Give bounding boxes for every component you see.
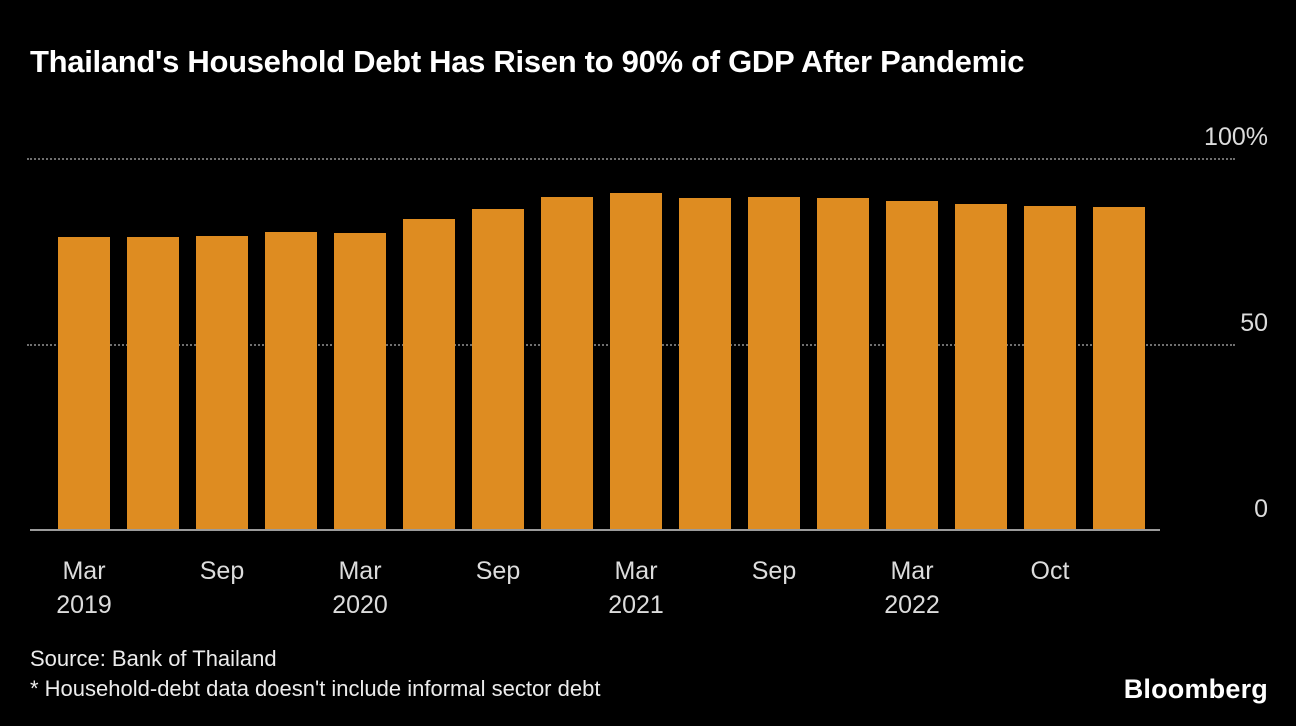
x-tick-month: Sep bbox=[199, 557, 245, 585]
footnote-text: * Household-debt data doesn't include in… bbox=[30, 676, 601, 701]
bar-mar-2022 bbox=[886, 201, 938, 530]
x-tick-label: Mar 2020 bbox=[290, 554, 430, 622]
y-tick-label: 50 bbox=[1240, 309, 1268, 337]
x-tick-month: Mar bbox=[338, 557, 382, 585]
x-tick-label: Oct bbox=[980, 554, 1120, 588]
x-tick-month: Oct bbox=[1030, 557, 1070, 585]
x-tick-month: Mar bbox=[614, 557, 658, 585]
x-tick-label: Sep bbox=[704, 554, 844, 588]
x-axis-baseline bbox=[30, 529, 1160, 531]
x-tick-year: 2022 bbox=[884, 591, 940, 619]
bloomberg-logo: Bloomberg bbox=[1123, 674, 1268, 704]
bar-dec-2021 bbox=[817, 198, 869, 530]
y-tick-label: 0 bbox=[1254, 495, 1268, 523]
bar-jun-2021 bbox=[679, 198, 731, 530]
x-tick-month: Sep bbox=[475, 557, 521, 585]
x-tick-year: 2021 bbox=[608, 591, 664, 619]
x-tick-label: Mar 2022 bbox=[842, 554, 982, 622]
bar-jun-2022 bbox=[955, 204, 1007, 530]
plot-area bbox=[30, 158, 1160, 530]
x-tick-label: Mar 2021 bbox=[566, 554, 706, 622]
bar-dec-2022 bbox=[1093, 207, 1145, 530]
x-tick-month: Mar bbox=[62, 557, 106, 585]
x-tick-month: Sep bbox=[751, 557, 797, 585]
bar-oct-2022 bbox=[1024, 206, 1076, 530]
source-block: Source: Bank of Thailand * Household-deb… bbox=[30, 644, 600, 704]
bar-dec-2020 bbox=[541, 197, 593, 530]
bar-mar-2020 bbox=[334, 233, 386, 530]
x-tick-label: Sep bbox=[152, 554, 292, 588]
x-axis: Mar 2019 Sep Mar 2020 Sep Mar 2021 Sep Mar 2022 Oct bbox=[0, 554, 1296, 644]
bar-sep-2019 bbox=[196, 236, 248, 530]
bar-mar-2021 bbox=[610, 193, 662, 530]
bar-sep-2020 bbox=[472, 209, 524, 530]
chart-title: Thailand's Household Debt Has Risen to 9… bbox=[30, 44, 1025, 79]
bar-mar-2019 bbox=[58, 237, 110, 530]
bar-jun-2019 bbox=[127, 237, 179, 530]
bar-jun-2020 bbox=[403, 219, 455, 530]
x-tick-month: Mar bbox=[890, 557, 934, 585]
y-tick-label: 100% bbox=[1204, 123, 1268, 151]
x-tick-label: Sep bbox=[428, 554, 568, 588]
x-tick-year: 2019 bbox=[56, 591, 112, 619]
bar-dec-2019 bbox=[265, 232, 317, 530]
bar-sep-2021 bbox=[748, 197, 800, 530]
x-tick-year: 2020 bbox=[332, 591, 388, 619]
y-axis: 100% 50 0 bbox=[1148, 123, 1268, 530]
source-text: Source: Bank of Thailand bbox=[30, 646, 277, 671]
x-tick-label: Mar 2019 bbox=[14, 554, 154, 622]
